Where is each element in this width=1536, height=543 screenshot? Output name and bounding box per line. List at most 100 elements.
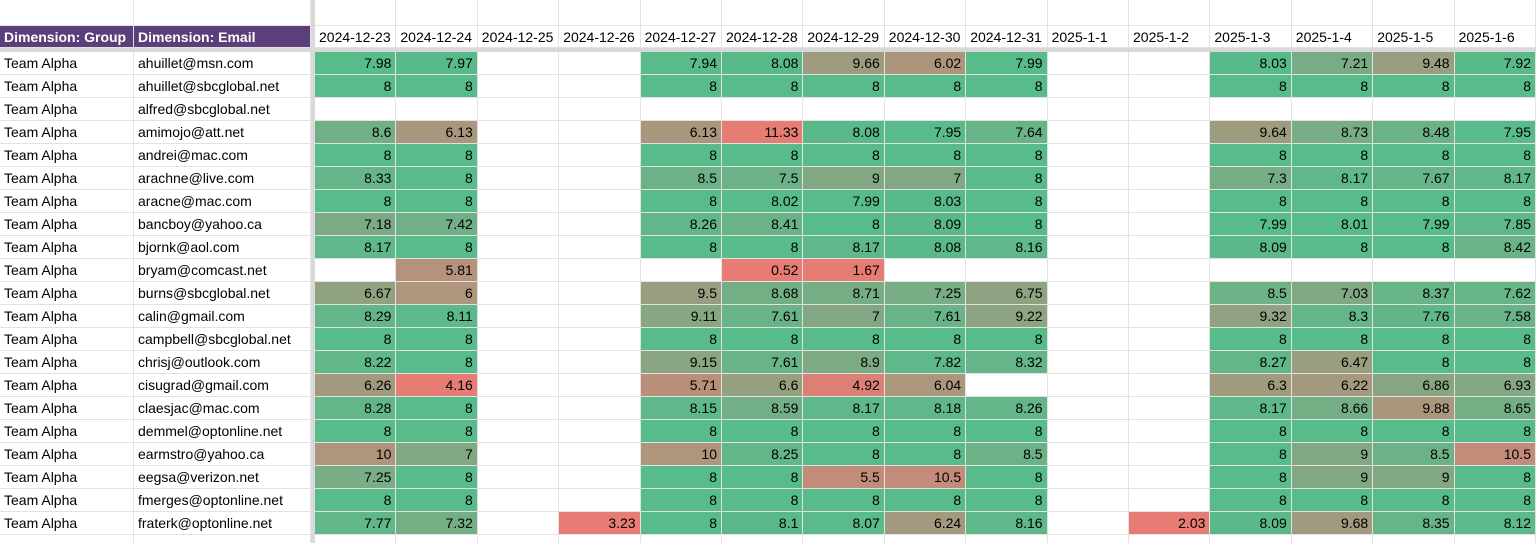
value-cell[interactable]: 8.18	[884, 397, 967, 420]
value-cell[interactable]: 8.65	[1454, 397, 1536, 420]
value-cell[interactable]: 8	[640, 190, 722, 213]
date-header[interactable]: 2025-1-1	[1047, 26, 1129, 48]
empty-cell[interactable]	[477, 0, 560, 26]
group-cell[interactable]: Team Alpha	[0, 144, 134, 167]
empty-cell[interactable]	[966, 0, 1048, 26]
value-cell[interactable]: 7.18	[315, 213, 397, 236]
group-cell[interactable]: Team Alpha	[0, 52, 134, 75]
empty-cell[interactable]	[885, 535, 967, 543]
value-cell[interactable]: 8	[1373, 351, 1455, 374]
value-cell[interactable]: 1.67	[803, 259, 885, 282]
value-cell[interactable]: 10.5	[884, 466, 967, 489]
group-cell[interactable]: Team Alpha	[0, 328, 134, 351]
value-cell[interactable]: 10.5	[1454, 443, 1536, 466]
value-cell[interactable]	[1210, 98, 1292, 121]
value-cell[interactable]: 7.95	[1454, 121, 1536, 144]
value-cell[interactable]	[477, 259, 560, 282]
value-cell[interactable]: 7.64	[966, 121, 1048, 144]
value-cell[interactable]: 8	[966, 75, 1048, 98]
value-cell[interactable]: 6.6	[722, 374, 804, 397]
value-cell[interactable]: 8	[722, 144, 804, 167]
value-cell[interactable]: 5.5	[803, 466, 885, 489]
value-cell[interactable]: 8	[1373, 75, 1455, 98]
value-cell[interactable]	[1047, 443, 1129, 466]
value-cell[interactable]: 8	[1210, 144, 1292, 167]
value-cell[interactable]: 8	[1210, 420, 1292, 443]
value-cell[interactable]: 8	[396, 397, 478, 420]
value-cell[interactable]: 8	[722, 236, 804, 259]
empty-cell[interactable]	[1454, 0, 1536, 26]
value-cell[interactable]: 8.68	[722, 282, 804, 305]
value-cell[interactable]: 8.17	[315, 236, 397, 259]
value-cell[interactable]: 8	[1373, 328, 1455, 351]
value-cell[interactable]	[1047, 259, 1129, 282]
value-cell[interactable]	[477, 466, 560, 489]
value-cell[interactable]	[1291, 98, 1374, 121]
value-cell[interactable]: 8	[640, 466, 722, 489]
value-cell[interactable]: 8	[803, 75, 885, 98]
value-cell[interactable]	[1047, 144, 1129, 167]
value-cell[interactable]: 8.35	[1373, 512, 1455, 535]
value-cell[interactable]	[1129, 443, 1211, 466]
value-cell[interactable]: 8	[1373, 144, 1455, 167]
value-cell[interactable]	[1129, 98, 1211, 121]
value-cell[interactable]	[477, 190, 560, 213]
date-header[interactable]: 2025-1-3	[1210, 26, 1292, 48]
value-cell[interactable]: 6.22	[1291, 374, 1374, 397]
value-cell[interactable]	[1129, 259, 1211, 282]
value-cell[interactable]: 7.77	[315, 512, 397, 535]
group-cell[interactable]: Team Alpha	[0, 351, 134, 374]
value-cell[interactable]: 8	[1454, 351, 1536, 374]
value-cell[interactable]: 8.25	[722, 443, 804, 466]
empty-cell[interactable]	[559, 0, 641, 26]
value-cell[interactable]: 8	[966, 144, 1048, 167]
value-cell[interactable]	[1129, 167, 1211, 190]
date-header[interactable]: 2025-1-5	[1373, 26, 1455, 48]
value-cell[interactable]: 8	[966, 420, 1048, 443]
email-cell[interactable]: ahuillet@sbcglobal.net	[134, 75, 311, 98]
value-cell[interactable]: 8.07	[803, 512, 885, 535]
value-cell[interactable]: 7.21	[1291, 52, 1374, 75]
date-header[interactable]: 2024-12-25	[477, 26, 560, 48]
value-cell[interactable]: 8	[803, 489, 885, 512]
empty-cell[interactable]	[803, 0, 885, 26]
value-cell[interactable]	[1129, 144, 1211, 167]
value-cell[interactable]: 3.23	[559, 512, 641, 535]
value-cell[interactable]	[1047, 328, 1129, 351]
value-cell[interactable]: 8.11	[396, 305, 478, 328]
value-cell[interactable]: 7.97	[396, 52, 478, 75]
value-cell[interactable]: 8.17	[1454, 167, 1536, 190]
empty-cell[interactable]	[1373, 0, 1455, 26]
email-cell[interactable]: bryam@comcast.net	[134, 259, 311, 282]
value-cell[interactable]	[640, 98, 722, 121]
value-cell[interactable]: 8	[315, 190, 397, 213]
email-cell[interactable]: alfred@sbcglobal.net	[134, 98, 311, 121]
value-cell[interactable]: 9	[1373, 466, 1455, 489]
value-cell[interactable]: 8	[1210, 466, 1292, 489]
value-cell[interactable]: 8.5	[1373, 443, 1455, 466]
value-cell[interactable]: 8	[396, 236, 478, 259]
value-cell[interactable]: 9.32	[1210, 305, 1292, 328]
email-cell[interactable]: cisugrad@gmail.com	[134, 374, 311, 397]
value-cell[interactable]	[1047, 420, 1129, 443]
value-cell[interactable]	[477, 420, 560, 443]
value-cell[interactable]: 8	[1373, 489, 1455, 512]
value-cell[interactable]	[559, 466, 641, 489]
group-cell[interactable]: Team Alpha	[0, 190, 134, 213]
value-cell[interactable]: 7.42	[396, 213, 478, 236]
value-cell[interactable]	[640, 259, 722, 282]
value-cell[interactable]: 8	[640, 420, 722, 443]
value-cell[interactable]: 8	[315, 420, 397, 443]
empty-cell[interactable]	[1129, 0, 1211, 26]
value-cell[interactable]: 7.25	[315, 466, 397, 489]
value-cell[interactable]	[1047, 213, 1129, 236]
value-cell[interactable]: 8	[1454, 75, 1536, 98]
value-cell[interactable]	[1373, 259, 1455, 282]
email-cell[interactable]: burns@sbcglobal.net	[134, 282, 311, 305]
value-cell[interactable]	[1129, 397, 1211, 420]
value-cell[interactable]: 7.99	[966, 52, 1048, 75]
value-cell[interactable]: 8	[884, 144, 967, 167]
value-cell[interactable]	[1047, 75, 1129, 98]
value-cell[interactable]: 6.26	[315, 374, 397, 397]
value-cell[interactable]: 6.47	[1291, 351, 1374, 374]
